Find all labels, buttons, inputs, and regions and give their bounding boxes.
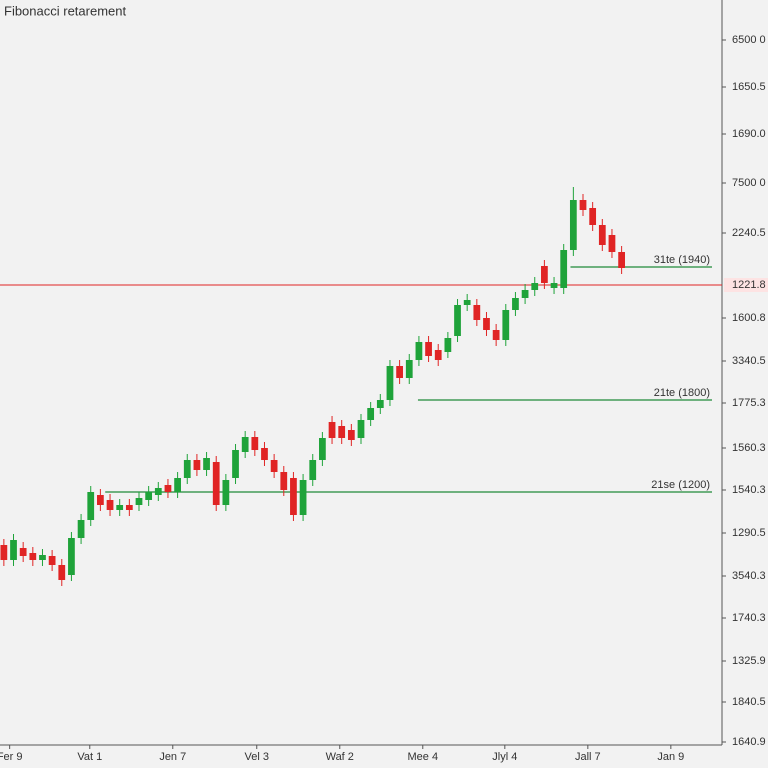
- candle-body: [367, 408, 375, 420]
- candle-body: [569, 200, 577, 250]
- y-tick-label: 1650.5: [732, 81, 766, 93]
- y-tick-label: 1540.3: [732, 484, 766, 496]
- candle-body: [309, 460, 317, 480]
- candle-body: [19, 548, 27, 556]
- candle-body: [454, 305, 461, 336]
- candle-body: [347, 430, 355, 440]
- candle-body: [434, 350, 442, 360]
- candle-body: [550, 283, 558, 288]
- y-tick-label: 1325.9: [732, 655, 766, 667]
- candle-body: [39, 555, 46, 560]
- candle-body: [502, 310, 510, 340]
- candle-body: [608, 235, 616, 252]
- x-tick-label: Fer 9: [0, 751, 22, 763]
- y-tick-label: 1290.5: [732, 527, 766, 539]
- candle-body: [97, 495, 104, 505]
- candle-body: [492, 330, 500, 340]
- candle-body: [135, 498, 143, 505]
- candle-body: [376, 400, 384, 408]
- candle-body: [183, 460, 191, 478]
- current-price-tag: [724, 278, 768, 292]
- candle-body: [396, 366, 403, 378]
- x-tick-label: Waf 2: [326, 751, 354, 763]
- fib-level-label: 21te (1800): [654, 387, 710, 399]
- candle-body: [68, 538, 75, 575]
- candle-body: [386, 366, 394, 400]
- candle-body: [531, 283, 539, 290]
- candle-body: [212, 462, 220, 505]
- candle-body: [338, 426, 346, 438]
- candle-body: [473, 305, 481, 320]
- candle-body: [328, 422, 336, 438]
- candle-body: [618, 252, 625, 268]
- candle-body: [154, 488, 162, 495]
- candle-body: [415, 342, 423, 360]
- candle-body: [290, 478, 297, 515]
- candle-body: [193, 460, 201, 470]
- candle-body: [319, 438, 326, 460]
- candle-body: [521, 290, 529, 298]
- x-tick-label: Vel 3: [245, 751, 269, 763]
- y-tick-label: 1560.3: [732, 442, 766, 454]
- candle-body: [589, 208, 597, 225]
- y-tick-label: 1840.5: [732, 696, 766, 708]
- x-tick-label: Jlyl 4: [492, 751, 517, 763]
- fib-level-label: 31te (1940): [654, 254, 710, 266]
- candle-body: [232, 450, 239, 478]
- candle-body: [164, 485, 172, 492]
- current-price-label: 1221.8: [732, 279, 766, 291]
- y-tick-label: 1600.8: [732, 312, 766, 324]
- candle-body: [261, 448, 268, 460]
- candle-body: [29, 553, 37, 560]
- candle-body: [58, 565, 66, 580]
- candle-body: [579, 200, 587, 210]
- y-tick-label: 6500 0: [732, 34, 766, 46]
- candle-body: [145, 492, 153, 500]
- candle-body: [483, 318, 490, 330]
- candle-body: [0, 545, 8, 560]
- candle-body: [299, 480, 307, 515]
- y-tick-label: 1740.3: [732, 612, 766, 624]
- candle-body: [10, 540, 17, 560]
- candle-body: [405, 360, 413, 378]
- y-tick-label: 7500 0: [732, 177, 766, 189]
- candle-body: [87, 492, 95, 520]
- candle-body: [251, 437, 259, 450]
- x-tick-label: Vat 1: [77, 751, 102, 763]
- candle-body: [222, 480, 230, 505]
- fib-level-label: 21se (1200): [651, 479, 710, 491]
- candle-body: [270, 460, 278, 472]
- candle-body: [106, 500, 114, 510]
- y-tick-label: 3340.5: [732, 355, 766, 367]
- candle-body: [444, 338, 452, 352]
- candle-body: [463, 300, 471, 305]
- y-tick-label: 2240.5: [732, 227, 766, 239]
- chart-title: Fibonacci retarement: [4, 3, 126, 18]
- x-tick-label: Jen 7: [159, 751, 186, 763]
- candle-body: [512, 298, 519, 310]
- y-tick-label: 1690.0: [732, 128, 766, 140]
- candle-body: [241, 437, 249, 452]
- y-tick-label: 1775.3: [732, 397, 766, 409]
- candle-body: [203, 458, 210, 470]
- candle-body: [116, 505, 124, 510]
- x-tick-label: Mee 4: [407, 751, 438, 763]
- candle-body: [425, 342, 432, 356]
- candle-body: [125, 505, 133, 510]
- candle-body: [280, 472, 288, 490]
- y-tick-label: 1640.9: [732, 736, 766, 748]
- candle-body: [77, 520, 85, 538]
- candle-body: [598, 225, 606, 245]
- candle-body: [174, 478, 181, 492]
- x-tick-label: Jan 9: [657, 751, 684, 763]
- candle-body: [48, 556, 56, 565]
- y-tick-label: 3540.3: [732, 570, 766, 582]
- x-tick-label: Jall 7: [575, 751, 601, 763]
- candle-body: [541, 266, 548, 283]
- candle-body: [560, 250, 568, 288]
- candle-body: [357, 420, 365, 438]
